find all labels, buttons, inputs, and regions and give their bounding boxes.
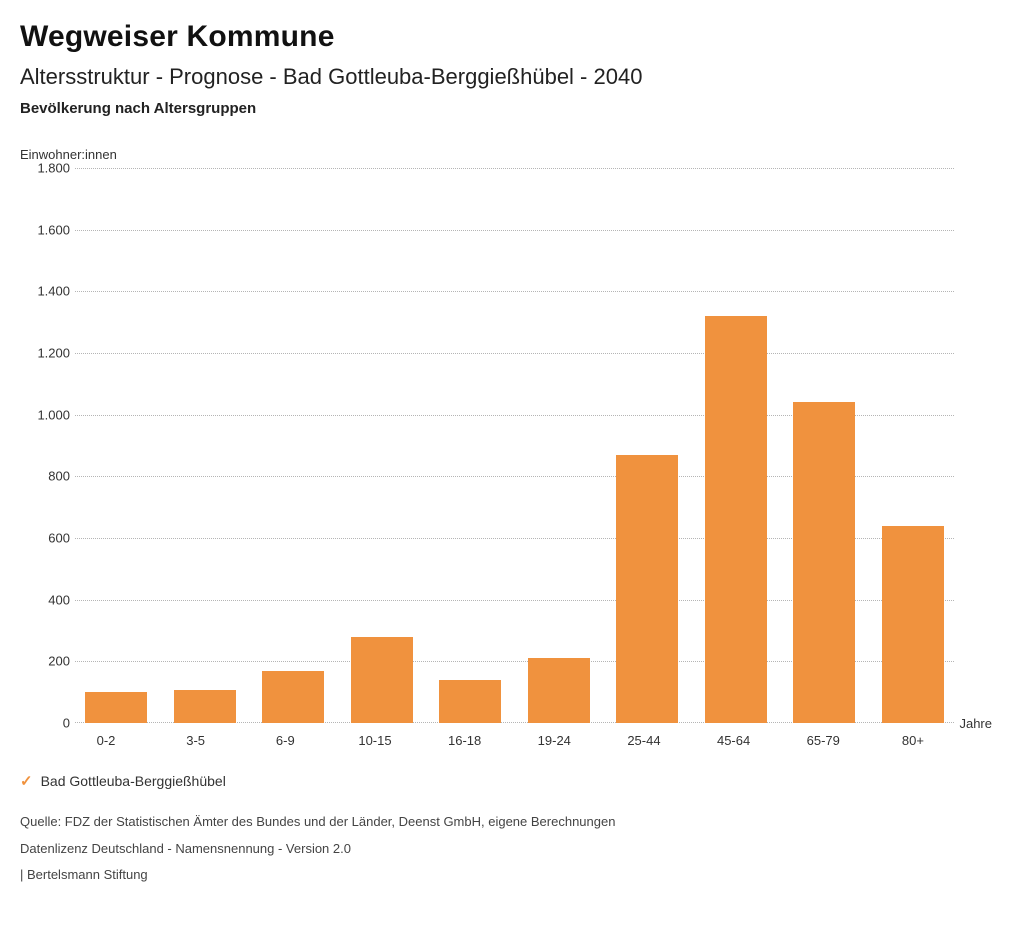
x-tick-0-2: 0-2: [75, 733, 137, 748]
bar-3-5[interactable]: [174, 690, 236, 723]
bar-col-19-24: [528, 168, 590, 723]
bar-col-80-plus: [882, 168, 944, 723]
bar-80-plus[interactable]: [882, 526, 944, 723]
y-tick-1200: 1.200: [20, 345, 70, 360]
x-tick-16-18: 16-18: [434, 733, 496, 748]
x-tick-3-5: 3-5: [165, 733, 227, 748]
chart-title: Altersstruktur - Prognose - Bad Gottleub…: [20, 64, 984, 90]
bar-25-44[interactable]: [616, 455, 678, 723]
footer-license: Datenlizenz Deutschland - Namensnennung …: [20, 837, 1024, 862]
bar-65-79[interactable]: [793, 402, 855, 723]
chart-container: Einwohner:innen 1.800 1.600 1.400 1.200 …: [20, 147, 984, 737]
chart-subtitle: Bevölkerung nach Altersgruppen: [20, 100, 984, 117]
bar-col-10-15: [351, 168, 413, 723]
x-tick-65-79: 65-79: [792, 733, 854, 748]
y-axis-label: Einwohner:innen: [20, 147, 984, 162]
x-axis-labels: 0-2 3-5 6-9 10-15 16-18 19-24 25-44 45-6…: [20, 723, 954, 748]
bar-16-18[interactable]: [439, 680, 501, 723]
y-tick-200: 200: [20, 654, 70, 669]
y-tick-1600: 1.600: [20, 222, 70, 237]
bar-45-64[interactable]: [705, 316, 767, 723]
bar-col-65-79: [793, 168, 855, 723]
x-tick-45-64: 45-64: [703, 733, 765, 748]
bar-col-16-18: [439, 168, 501, 723]
app-title: Wegweiser Kommune: [20, 20, 984, 54]
bar-col-3-5: [174, 168, 236, 723]
x-tick-25-44: 25-44: [613, 733, 675, 748]
bar-col-45-64: [705, 168, 767, 723]
bar-19-24[interactable]: [528, 658, 590, 723]
x-tick-80-plus: 80+: [882, 733, 944, 748]
x-axis-label: Jahre: [959, 716, 992, 731]
footer-attribution: | Bertelsmann Stiftung: [20, 863, 1024, 888]
y-tick-800: 800: [20, 469, 70, 484]
x-tick-6-9: 6-9: [254, 733, 316, 748]
y-tick-1800: 1.800: [20, 161, 70, 176]
bars-row: [75, 168, 954, 723]
x-tick-10-15: 10-15: [344, 733, 406, 748]
y-tick-0: 0: [20, 716, 70, 731]
bar-6-9[interactable]: [262, 671, 324, 723]
y-tick-600: 600: [20, 531, 70, 546]
y-tick-400: 400: [20, 592, 70, 607]
y-tick-1400: 1.400: [20, 284, 70, 299]
bar-col-0-2: [85, 168, 147, 723]
plot-area: 1.800 1.600 1.400 1.200 1.000 800 600 40…: [20, 168, 984, 723]
bar-col-25-44: [616, 168, 678, 723]
legend-label[interactable]: Bad Gottleuba-Berggießhübel: [41, 773, 226, 789]
bar-10-15[interactable]: [351, 637, 413, 723]
y-tick-1000: 1.000: [20, 407, 70, 422]
x-tick-19-24: 19-24: [523, 733, 585, 748]
bar-0-2[interactable]: [85, 692, 147, 723]
legend-checkmark-icon[interactable]: ✓: [20, 772, 33, 790]
header: Wegweiser Kommune Altersstruktur - Progn…: [0, 0, 1024, 117]
footer: Quelle: FDZ der Statistischen Ämter des …: [20, 810, 1024, 888]
report-page: Wegweiser Kommune Altersstruktur - Progn…: [0, 0, 1024, 946]
bar-col-6-9: [262, 168, 324, 723]
legend: ✓ Bad Gottleuba-Berggießhübel: [20, 772, 1024, 790]
footer-source: Quelle: FDZ der Statistischen Ämter des …: [20, 810, 1024, 835]
